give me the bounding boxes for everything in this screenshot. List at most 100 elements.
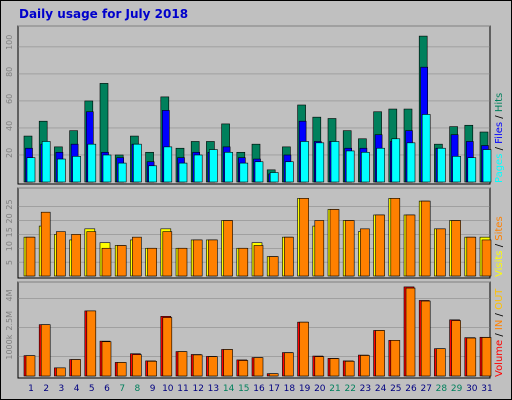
in-bar-21 [329,358,340,377]
day-label-13: 13 [208,384,219,394]
pages-bar-5 [87,143,97,183]
pages-bar-14 [224,151,233,183]
day-label-25: 25 [390,384,401,394]
day-label-30: 30 [466,384,478,394]
day-label-3: 3 [59,384,65,394]
day-label-17: 17 [268,384,279,394]
pages-bar-6 [102,154,112,183]
pages-bar-1 [26,157,36,183]
sites-bar-12 [192,239,203,277]
sites-bar-5 [86,231,97,277]
legend-bottom: Volume / IN / OUT [494,288,505,377]
pages-bar-28 [437,147,446,183]
pages-bar-11 [178,162,188,183]
in-bar-4 [71,359,81,377]
legend-part: Files [494,122,505,144]
day-label-5: 5 [89,384,95,394]
in-bar-7 [116,362,127,377]
legend-part: OUT [494,288,505,310]
day-label-12: 12 [192,384,203,394]
sites-bar-20 [314,220,325,277]
sites-bar-17 [268,256,279,277]
in-bar-12 [192,354,203,377]
in-bar-5 [86,310,97,377]
pages-bar-9 [148,165,157,183]
day-label-31: 31 [481,384,492,394]
in-bar-9 [147,360,157,377]
sites-bar-10 [162,231,173,277]
sites-bar-1 [25,236,36,277]
sites-bar-27 [420,200,431,277]
legend-part: Hits [494,93,505,112]
sites-bar-2 [40,211,51,277]
legend-part: Pages [494,154,505,183]
day-label-28: 28 [436,384,448,394]
day-label-21: 21 [329,384,340,394]
day-label-27: 27 [420,384,431,394]
y-tick-label: 2.5M [5,311,14,331]
volume-plot: 1000k 2.5M 4M [5,286,492,377]
pages-bar-26 [406,142,416,183]
pages-bar-23 [361,151,370,183]
pages-bar-3 [57,158,66,183]
chart-title: Daily usage for July 2018 [19,7,189,21]
y-tick-label: 60 [5,94,14,104]
in-bar-20 [314,356,325,377]
in-bar-29 [451,320,461,377]
sites-bar-8 [132,236,142,277]
day-label-9: 9 [150,384,156,394]
sites-bar-11 [177,247,188,277]
day-label-18: 18 [284,384,296,394]
day-label-15: 15 [238,384,249,394]
pages-bar-12 [193,154,203,183]
in-bar-18 [284,352,294,377]
sites-bar-23 [360,228,370,277]
y-tick-label: 15 [5,227,14,237]
pages-bar-29 [452,156,461,183]
legend-part: / [494,241,505,251]
sites-bar-30 [466,236,477,277]
day-label-26: 26 [405,384,417,394]
y-tick-label: 1000k [5,334,14,359]
sites-bar-29 [451,220,461,277]
sites-bar-18 [284,236,294,277]
in-bar-27 [420,300,431,377]
pages-bar-20 [315,142,325,183]
day-label-29: 29 [451,384,463,394]
day-label-22: 22 [344,384,355,394]
legend-part: Sites [494,216,505,240]
in-bar-17 [268,373,279,377]
pages-bar-17 [269,172,279,183]
pages-bar-13 [209,149,218,183]
pages-bar-30 [467,157,477,183]
in-bar-22 [344,360,355,377]
day-label-7: 7 [119,384,125,394]
sites-bar-25 [390,198,401,277]
day-label-19: 19 [299,384,311,394]
pages-bar-21 [330,141,340,183]
in-bar-6 [101,341,112,377]
in-bar-14 [223,349,233,377]
pages-bar-7 [117,162,127,183]
day-label-24: 24 [375,384,387,394]
pages-bar-8 [133,143,142,183]
day-label-14: 14 [223,384,235,394]
in-bar-11 [177,351,188,377]
pages-bar-22 [345,150,355,183]
pages-bar-25 [391,138,401,183]
sites-bar-28 [436,228,446,277]
sites-bar-21 [329,209,340,277]
in-bar-31 [481,337,492,377]
y-tick-label: 80 [5,67,14,77]
in-bar-19 [299,321,309,377]
y-tick-label: 5 [5,260,14,265]
in-bar-8 [132,354,142,377]
day-label-1: 1 [28,384,34,394]
y-tick-label: 4M [5,289,14,301]
visits-sites-plot: 5 10 15 20 25 [5,198,492,277]
in-bar-15 [238,360,249,377]
sites-bar-31 [481,239,492,277]
in-bar-24 [375,330,385,377]
sites-bar-26 [405,214,416,277]
sites-bar-22 [344,220,355,277]
